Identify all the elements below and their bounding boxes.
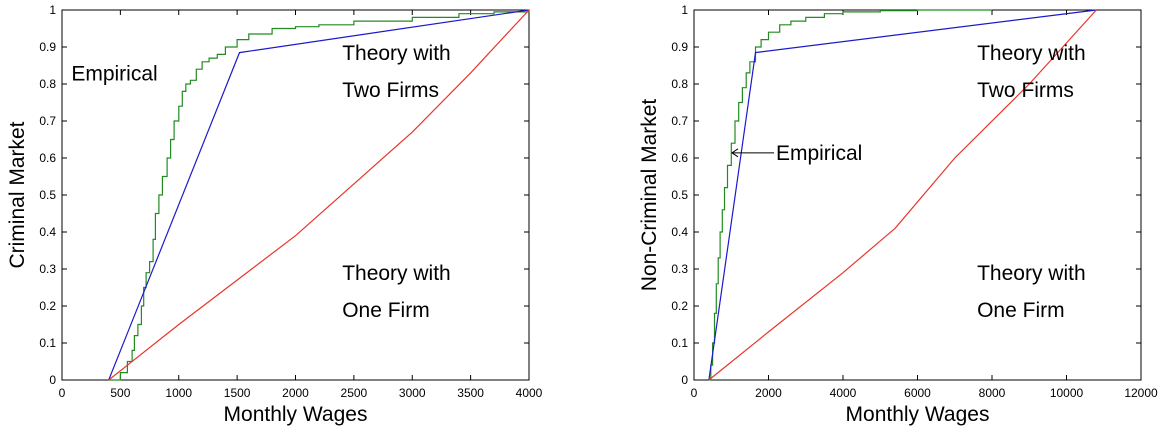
annotation-arrowhead bbox=[731, 148, 739, 158]
series-line-one-firm bbox=[708, 9, 1097, 381]
annotation-text: One Firm bbox=[977, 299, 1065, 322]
y-tick-label: 0.8 bbox=[39, 77, 56, 91]
x-tick-label: 500 bbox=[110, 386, 130, 400]
series-line-two-firms bbox=[108, 9, 530, 381]
x-tick-label: 3500 bbox=[457, 386, 484, 400]
y-tick-label: 0.3 bbox=[39, 262, 56, 276]
x-tick-label: 12000 bbox=[1124, 386, 1158, 400]
annotation-text: One Firm bbox=[342, 299, 430, 322]
x-tick-label: 3000 bbox=[399, 386, 426, 400]
x-axis-label: Monthly Wages bbox=[846, 403, 990, 426]
y-axis-label: Non-Criminal Market bbox=[638, 99, 661, 292]
y-tick-label: 0 bbox=[49, 373, 56, 387]
y-tick-label: 0.5 bbox=[39, 188, 56, 202]
x-tick-label: 2000 bbox=[755, 386, 782, 400]
x-tick-label: 4000 bbox=[516, 386, 543, 400]
x-tick-label: 1500 bbox=[224, 386, 251, 400]
annotation-text: Two Firms bbox=[342, 79, 439, 102]
annotation-text: Theory with bbox=[342, 262, 451, 285]
plot-frame bbox=[693, 9, 1142, 381]
y-tick-label: 0.1 bbox=[39, 336, 56, 350]
y-tick-label: 0.1 bbox=[671, 336, 688, 350]
annotation-text: Empirical bbox=[71, 62, 157, 85]
x-tick-label: 0 bbox=[691, 386, 698, 400]
y-tick-label: 0.2 bbox=[39, 299, 56, 313]
series-line-empirical bbox=[108, 10, 530, 381]
y-tick-label: 1 bbox=[681, 3, 688, 17]
y-tick-label: 0.4 bbox=[39, 225, 56, 239]
y-tick-label: 0.4 bbox=[671, 225, 688, 239]
y-tick-label: 0.6 bbox=[671, 151, 688, 165]
y-tick-label: 1 bbox=[49, 3, 56, 17]
chart-criminal-market: 0 500 1000 1500 2000 2500 3000 3500 4000 0 0.1 0.2 0… bbox=[6, 3, 543, 426]
y-tick-label: 0.5 bbox=[671, 188, 688, 202]
x-axis-label: Monthly Wages bbox=[224, 403, 368, 426]
x-tick-label: 0 bbox=[59, 386, 66, 400]
annotation-text: Two Firms bbox=[977, 79, 1074, 102]
y-tick-label: 0 bbox=[681, 373, 688, 387]
x-tick-label: 2000 bbox=[282, 386, 309, 400]
annotation-text: Theory with bbox=[977, 42, 1086, 65]
x-tick-label: 10000 bbox=[1050, 386, 1084, 400]
x-tick-label: 1000 bbox=[165, 386, 192, 400]
y-tick-label: 0.2 bbox=[671, 299, 688, 313]
series-line-one-firm bbox=[108, 9, 530, 381]
y-tick-label: 0.9 bbox=[39, 40, 56, 54]
y-tick-label: 0.6 bbox=[39, 151, 56, 165]
y-tick-label: 0.7 bbox=[671, 114, 688, 128]
y-tick-label: 0.8 bbox=[671, 77, 688, 91]
series-line-empirical bbox=[708, 9, 992, 381]
chart-non-criminal-market: 0 2000 4000 6000 8000 10000 12000 0 0.1 0.2 0.3 0.4… bbox=[638, 3, 1158, 426]
series-line-two-firms bbox=[708, 9, 1097, 381]
y-tick-label: 0.7 bbox=[39, 114, 56, 128]
x-tick-label: 8000 bbox=[979, 386, 1006, 400]
y-axis-label: Criminal Market bbox=[6, 121, 29, 268]
y-tick-label: 0.9 bbox=[671, 40, 688, 54]
y-tick-label: 0.3 bbox=[671, 262, 688, 276]
annotation-text: Theory with bbox=[342, 42, 451, 65]
x-tick-label: 6000 bbox=[904, 386, 931, 400]
annotation-text: Empirical bbox=[776, 142, 862, 165]
annotation-text: Theory with bbox=[977, 262, 1086, 285]
x-tick-label: 4000 bbox=[830, 386, 857, 400]
x-tick-label: 2500 bbox=[341, 386, 368, 400]
